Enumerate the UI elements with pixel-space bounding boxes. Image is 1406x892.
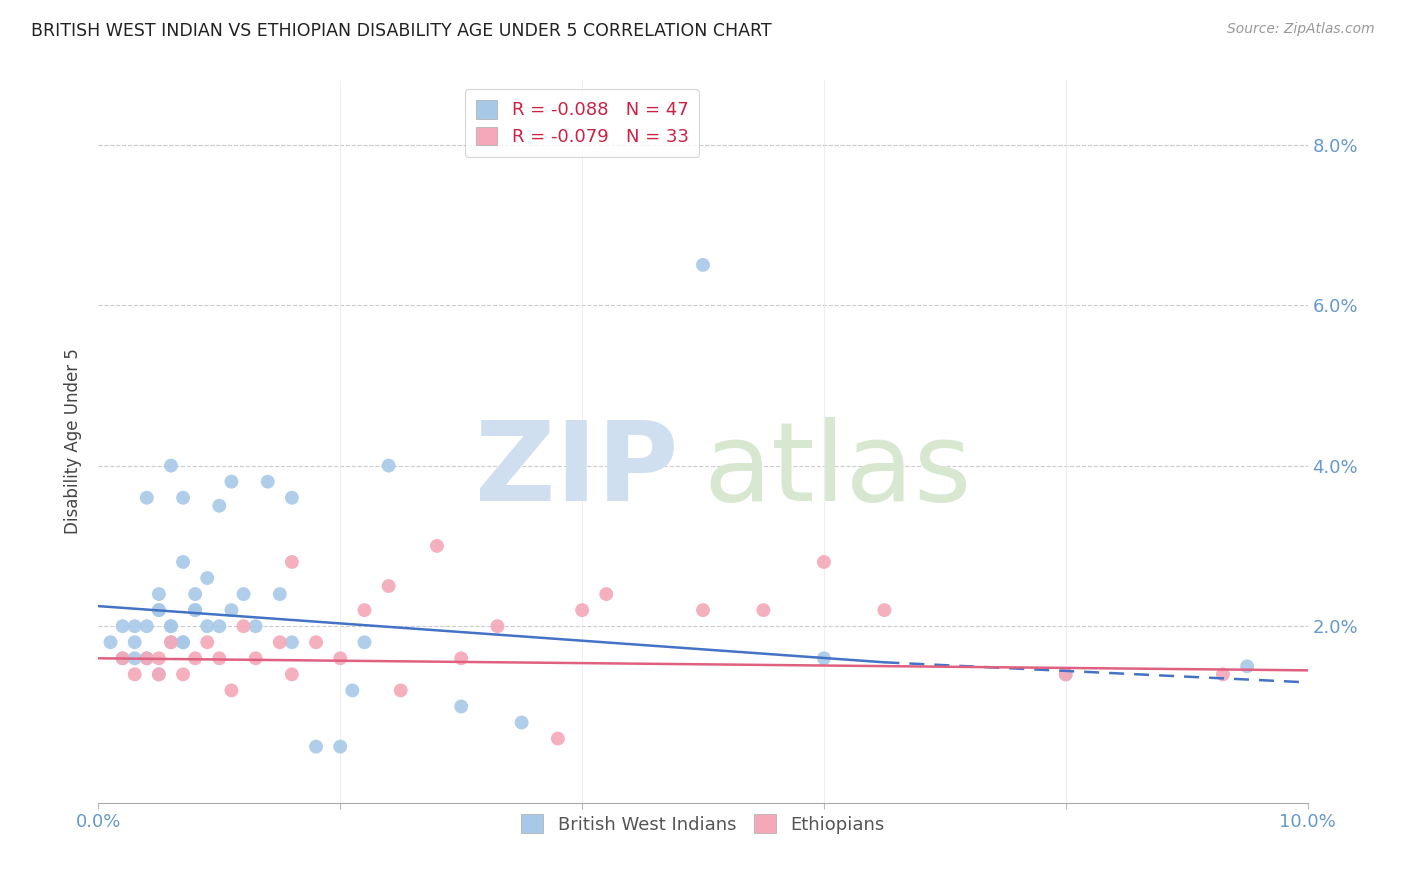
Point <box>135 619 157 633</box>
Point <box>160 458 183 473</box>
Point <box>124 619 146 633</box>
Point <box>172 555 194 569</box>
Point <box>281 555 304 569</box>
Point <box>329 651 352 665</box>
Point <box>752 603 775 617</box>
Point <box>124 667 146 681</box>
Point <box>450 699 472 714</box>
Point <box>510 715 533 730</box>
Point <box>195 571 218 585</box>
Point <box>389 683 412 698</box>
Point <box>184 603 207 617</box>
Point <box>342 683 364 698</box>
Point <box>148 603 170 617</box>
Point <box>305 739 328 754</box>
Point <box>426 539 449 553</box>
Point <box>148 667 170 681</box>
Legend: British West Indians, Ethiopians: British West Indians, Ethiopians <box>510 804 896 845</box>
Point <box>486 619 509 633</box>
Point <box>208 651 231 665</box>
Point <box>377 579 399 593</box>
Point <box>184 587 207 601</box>
Y-axis label: Disability Age Under 5: Disability Age Under 5 <box>65 349 83 534</box>
Point <box>172 667 194 681</box>
Point <box>377 458 399 473</box>
Point <box>184 651 207 665</box>
Point <box>873 603 896 617</box>
Point <box>195 635 218 649</box>
Point <box>245 651 267 665</box>
Point <box>148 603 170 617</box>
Point <box>692 258 714 272</box>
Point <box>111 651 134 665</box>
Point <box>692 603 714 617</box>
Point <box>160 619 183 633</box>
Point <box>160 619 183 633</box>
Text: BRITISH WEST INDIAN VS ETHIOPIAN DISABILITY AGE UNDER 5 CORRELATION CHART: BRITISH WEST INDIAN VS ETHIOPIAN DISABIL… <box>31 22 772 40</box>
Point <box>135 651 157 665</box>
Point <box>305 635 328 649</box>
Point <box>281 635 304 649</box>
Text: atlas: atlas <box>703 417 972 524</box>
Point <box>148 667 170 681</box>
Point <box>172 635 194 649</box>
Point <box>450 651 472 665</box>
Point <box>245 619 267 633</box>
Point <box>208 499 231 513</box>
Point <box>547 731 569 746</box>
Point <box>221 475 243 489</box>
Point <box>269 635 291 649</box>
Point <box>135 491 157 505</box>
Point <box>1054 667 1077 681</box>
Point <box>221 683 243 698</box>
Text: ZIP: ZIP <box>475 417 679 524</box>
Point <box>1054 667 1077 681</box>
Point <box>813 555 835 569</box>
Point <box>160 635 183 649</box>
Point <box>195 619 218 633</box>
Point <box>135 651 157 665</box>
Point <box>124 635 146 649</box>
Point <box>595 587 617 601</box>
Point <box>232 619 254 633</box>
Point <box>160 635 183 649</box>
Point <box>353 603 375 617</box>
Text: Source: ZipAtlas.com: Source: ZipAtlas.com <box>1227 22 1375 37</box>
Point <box>148 587 170 601</box>
Point <box>111 619 134 633</box>
Point <box>172 491 194 505</box>
Point <box>232 587 254 601</box>
Point <box>111 651 134 665</box>
Point <box>148 651 170 665</box>
Point <box>353 635 375 649</box>
Point <box>1236 659 1258 673</box>
Point <box>281 667 304 681</box>
Point <box>269 587 291 601</box>
Point <box>172 635 194 649</box>
Point <box>256 475 278 489</box>
Point <box>571 603 593 617</box>
Point <box>100 635 122 649</box>
Point <box>221 603 243 617</box>
Point <box>813 651 835 665</box>
Point <box>1212 667 1234 681</box>
Point <box>184 603 207 617</box>
Point <box>281 491 304 505</box>
Point <box>208 619 231 633</box>
Point <box>329 739 352 754</box>
Point <box>124 651 146 665</box>
